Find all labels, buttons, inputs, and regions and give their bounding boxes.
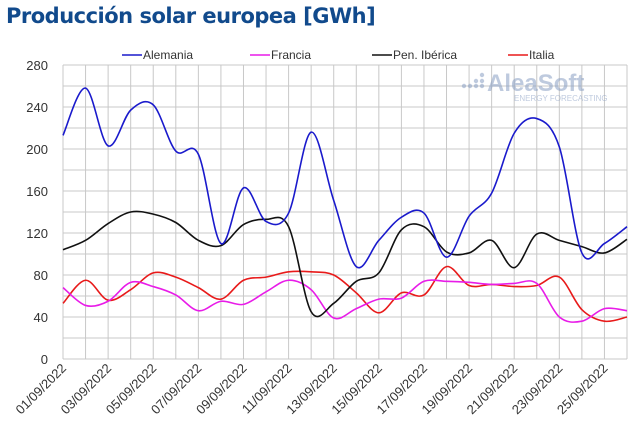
legend-item: Alemania bbox=[122, 48, 193, 62]
y-tick-label: 120 bbox=[26, 226, 48, 241]
legend: Alemania Francia Pen. Ibérica Italia bbox=[122, 48, 555, 62]
y-axis: 0 40 80 120 160 200 240 280 bbox=[26, 58, 48, 367]
y-tick-label: 240 bbox=[26, 100, 48, 115]
svg-text:ENERGY FORECASTING: ENERGY FORECASTING bbox=[514, 94, 608, 103]
y-tick-label: 40 bbox=[34, 310, 48, 325]
series-line-alemania bbox=[62, 87, 628, 269]
legend-label: Francia bbox=[271, 48, 311, 62]
x-axis: 01/09/202203/09/202205/09/202207/09/2022… bbox=[12, 361, 610, 418]
y-tick-label: 200 bbox=[26, 142, 48, 157]
y-tick-label: 160 bbox=[26, 184, 48, 199]
legend-label: Alemania bbox=[143, 48, 193, 62]
series-line-francia bbox=[62, 279, 628, 323]
y-tick-label: 0 bbox=[41, 352, 48, 367]
series-line-italia bbox=[62, 265, 628, 323]
aleasoft-logo: AleaSoft ENERGY FORECASTING bbox=[461, 70, 608, 103]
y-tick-label: 80 bbox=[34, 268, 48, 283]
series-lines bbox=[62, 87, 628, 323]
chart-title: Producción solar europea [GWh] bbox=[6, 4, 376, 28]
legend-item: Francia bbox=[250, 48, 311, 62]
legend-item: Pen. Ibérica bbox=[372, 48, 457, 62]
svg-text:AleaSoft: AleaSoft bbox=[487, 70, 584, 97]
legend-label: Pen. Ibérica bbox=[393, 48, 457, 62]
y-tick-label: 280 bbox=[26, 58, 48, 73]
legend-label: Italia bbox=[529, 48, 555, 62]
legend-item: Italia bbox=[508, 48, 555, 62]
series-line-pen-ib-rica bbox=[62, 210, 628, 318]
grid bbox=[62, 64, 628, 360]
